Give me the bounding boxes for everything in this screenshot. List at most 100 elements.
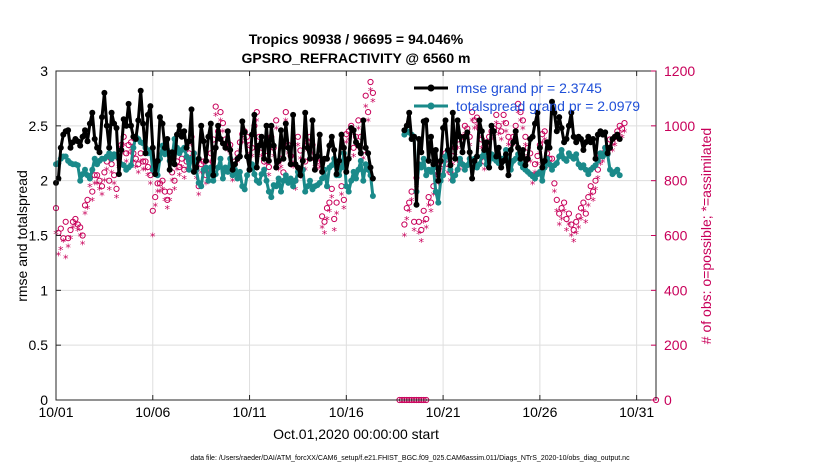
totalspread-point bbox=[86, 175, 93, 182]
rmse-point bbox=[512, 128, 519, 135]
obs-possible-point bbox=[98, 183, 106, 190]
totalspread-point bbox=[457, 155, 463, 162]
totalspread-point bbox=[217, 155, 224, 162]
rmse-point bbox=[471, 157, 478, 164]
rmse-point bbox=[570, 133, 577, 140]
obs-assimilated-point: * bbox=[218, 115, 224, 128]
obs-possible-point bbox=[273, 117, 280, 124]
rmse-point bbox=[616, 136, 623, 142]
totalspread-point bbox=[428, 168, 434, 175]
rmse-point bbox=[447, 162, 454, 169]
rmse-point bbox=[115, 171, 122, 178]
rmse-point bbox=[316, 131, 323, 138]
obs-possible-point bbox=[498, 128, 505, 135]
obs-assimilated-point: * bbox=[370, 96, 376, 109]
obs-possible-point bbox=[418, 226, 425, 234]
rmse-point bbox=[67, 144, 74, 151]
obs-possible-point bbox=[219, 120, 226, 127]
rmse-point bbox=[428, 133, 434, 140]
obs-assimilated-point: * bbox=[68, 233, 74, 246]
rmse-point bbox=[505, 172, 512, 179]
rmse-point bbox=[74, 138, 81, 145]
totalspread-point bbox=[328, 162, 335, 169]
rmse-point bbox=[205, 133, 212, 140]
totalspread-point bbox=[229, 172, 236, 179]
obs-assimilated-point: * bbox=[56, 250, 62, 263]
rmse-line bbox=[54, 89, 375, 184]
obs-assimilated-point: * bbox=[329, 192, 335, 205]
rmse-point bbox=[154, 157, 161, 164]
rmse-point bbox=[152, 171, 159, 178]
obs-assimilated-point: * bbox=[416, 228, 422, 241]
rmse-point bbox=[343, 168, 350, 175]
totalspread-point bbox=[452, 172, 459, 179]
rmse-point bbox=[534, 109, 541, 116]
y-right-tick-label: 600 bbox=[664, 228, 688, 244]
obs-assimilated-point: * bbox=[598, 159, 604, 172]
obs-assimilated-point: * bbox=[556, 220, 562, 233]
obs-possible-point bbox=[425, 194, 432, 201]
obs-assimilated-point: * bbox=[106, 184, 112, 197]
totalspread-point bbox=[287, 175, 294, 182]
obs-assimilated-point: * bbox=[208, 157, 214, 170]
obs-assimilated-point: * bbox=[331, 225, 337, 238]
rmse-point bbox=[602, 129, 609, 136]
chart-title: Tropics 90938 / 96695 = 94.046% bbox=[249, 31, 464, 47]
obs-assimilated-point: * bbox=[75, 225, 81, 238]
rmse-point bbox=[258, 133, 265, 140]
rmse-point bbox=[65, 127, 72, 134]
obs-assimilated-point: * bbox=[455, 143, 461, 156]
rmse-point bbox=[573, 139, 580, 146]
obs-assimilated-point: * bbox=[145, 170, 151, 183]
totalspread-point bbox=[536, 168, 543, 175]
totalspread-point bbox=[616, 172, 623, 179]
rmse-point bbox=[464, 129, 471, 136]
rmse-point bbox=[401, 127, 408, 134]
obs-possible-point bbox=[77, 224, 84, 231]
obs-possible-point bbox=[556, 210, 563, 217]
rmse-point bbox=[442, 117, 449, 124]
totalspread-point bbox=[280, 177, 287, 184]
rmse-point bbox=[268, 122, 275, 129]
obs-assimilated-point: * bbox=[80, 239, 86, 252]
obs-possible-point bbox=[166, 188, 173, 195]
legend: rmse grand pr = 2.3745 totalspread grand… bbox=[414, 80, 640, 114]
rmse-point bbox=[444, 147, 451, 153]
obs-possible-point bbox=[171, 177, 178, 184]
totalspread-point bbox=[420, 155, 427, 162]
rmse-point bbox=[113, 125, 120, 131]
obs-assimilated-point: * bbox=[593, 184, 599, 197]
obs-assimilated-point: * bbox=[85, 203, 91, 216]
rmse-point bbox=[174, 131, 180, 138]
obs-possible-point bbox=[123, 150, 130, 157]
rmse-point bbox=[309, 117, 316, 124]
obs-possible-point bbox=[79, 232, 86, 239]
rmse-point bbox=[188, 106, 195, 113]
obs-possible-point bbox=[81, 202, 89, 209]
obs-possible-point bbox=[67, 226, 74, 234]
totalspread-point bbox=[449, 177, 456, 184]
totalspread-point bbox=[251, 171, 258, 178]
rmse-point bbox=[449, 109, 456, 116]
legend-rmse-label: rmse grand pr = 2.3745 bbox=[456, 80, 602, 96]
totalspread-point bbox=[580, 162, 587, 169]
rmse-point bbox=[403, 122, 410, 129]
obs-assimilated-point: * bbox=[138, 157, 144, 170]
obs-assimilated-point: * bbox=[160, 184, 166, 197]
totalspread-point bbox=[607, 166, 613, 173]
rmse-point bbox=[425, 157, 432, 164]
obs-possible-point bbox=[621, 120, 628, 127]
obs-assimilated-point: * bbox=[559, 214, 565, 227]
obs-assimilated-point: * bbox=[77, 231, 83, 244]
rmse-point bbox=[161, 144, 168, 151]
rmse-point bbox=[294, 164, 301, 171]
obs-assimilated-point: * bbox=[368, 85, 374, 98]
obs-assimilated-point: * bbox=[421, 217, 427, 230]
totalspread-point bbox=[343, 183, 350, 190]
totalspread-point bbox=[599, 153, 606, 160]
x-tick-label: 10/11 bbox=[233, 404, 267, 420]
x-tick-label: 10/21 bbox=[426, 404, 461, 420]
totalspread-point bbox=[592, 162, 599, 169]
rmse-point bbox=[466, 149, 473, 156]
obs-possible-point bbox=[580, 199, 587, 206]
